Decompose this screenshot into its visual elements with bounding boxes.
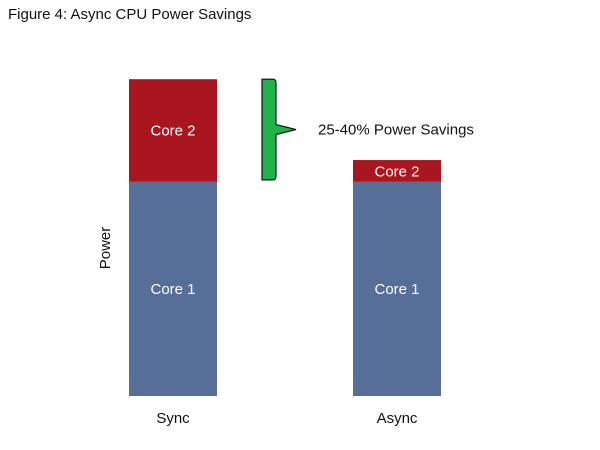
- segment-label-async-core-1: Core 1: [374, 281, 419, 298]
- bar-sync-core-2: [129, 79, 217, 182]
- category-label-async: Async: [377, 410, 418, 427]
- bar-async-core-1: [353, 181, 441, 396]
- category-label-sync: Sync: [156, 410, 190, 427]
- bar-async-core-2: [353, 160, 441, 182]
- savings-brace: [261, 78, 297, 181]
- bar-sync-core-1: [129, 181, 217, 396]
- bars-group: Core 1 Core 2 Sync Core 1 Core 2 Async: [129, 79, 441, 427]
- segment-label-sync-core-1: Core 1: [150, 281, 195, 298]
- segment-label-async-core-2: Core 2: [374, 164, 419, 181]
- annotation-label: 25-40% Power Savings: [318, 122, 474, 139]
- segment-label-sync-core-2: Core 2: [150, 122, 195, 139]
- y-axis-label: Power: [97, 227, 114, 270]
- figure-title: Figure 4: Async CPU Power Savings: [8, 6, 252, 23]
- annotation-group: 25-40% Power Savings: [261, 78, 474, 181]
